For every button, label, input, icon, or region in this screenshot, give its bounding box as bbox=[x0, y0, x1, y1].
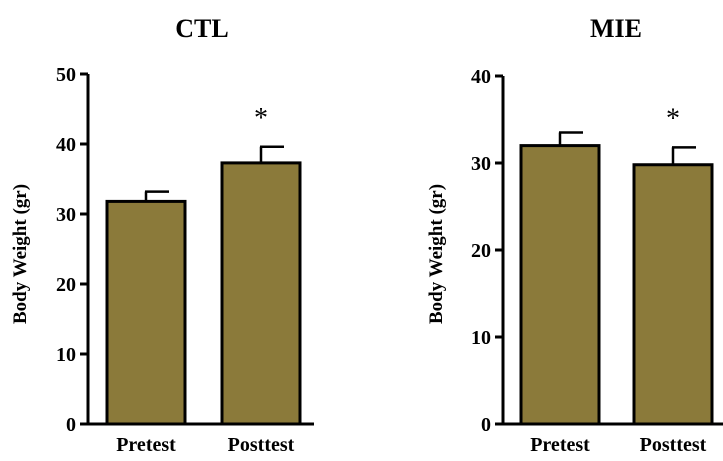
y-tick-label: 40 bbox=[471, 66, 491, 88]
error-bar-posttest bbox=[259, 145, 284, 163]
y-axis-label: Body Weight (gr) bbox=[426, 184, 447, 324]
y-axis-label: Body Weight (gr) bbox=[10, 184, 31, 324]
error-bar-pretest bbox=[144, 190, 169, 202]
y-tick-label: 30 bbox=[471, 153, 491, 175]
x-tick-label: Posttest bbox=[640, 434, 707, 456]
significance-marker: * bbox=[254, 103, 268, 134]
y-tick-label: 30 bbox=[56, 204, 76, 226]
chart-title: MIE bbox=[590, 14, 642, 43]
y-tick-label: 10 bbox=[56, 344, 76, 366]
bar-pretest bbox=[105, 199, 187, 426]
error-bar-posttest bbox=[671, 146, 696, 165]
error-bar-pretest bbox=[558, 131, 583, 146]
y-tick-label: 40 bbox=[56, 134, 76, 156]
x-tick-label: Posttest bbox=[228, 434, 295, 456]
bar-pretest bbox=[519, 144, 601, 426]
bar-posttest bbox=[632, 163, 714, 426]
significance-marker: * bbox=[666, 103, 680, 134]
chart-panel-ctl: CTL Body Weight (gr) Pretest * Posttest 0 10… bbox=[10, 14, 314, 456]
y-tick-label: 0 bbox=[66, 414, 76, 436]
y-tick-label: 50 bbox=[56, 64, 76, 86]
x-tick-label: Pretest bbox=[116, 434, 176, 456]
x-tick-label: Pretest bbox=[530, 434, 590, 456]
bar-posttest bbox=[220, 161, 302, 426]
chart-panel-mie: MIE Body Weight (gr) Pretest * Posttest 0 10… bbox=[426, 14, 723, 456]
y-tick-label: 0 bbox=[481, 414, 491, 436]
y-tick-label: 10 bbox=[471, 327, 491, 349]
chart-title: CTL bbox=[175, 14, 228, 43]
y-tick-label: 20 bbox=[56, 274, 76, 296]
y-tick-label: 20 bbox=[471, 240, 491, 262]
